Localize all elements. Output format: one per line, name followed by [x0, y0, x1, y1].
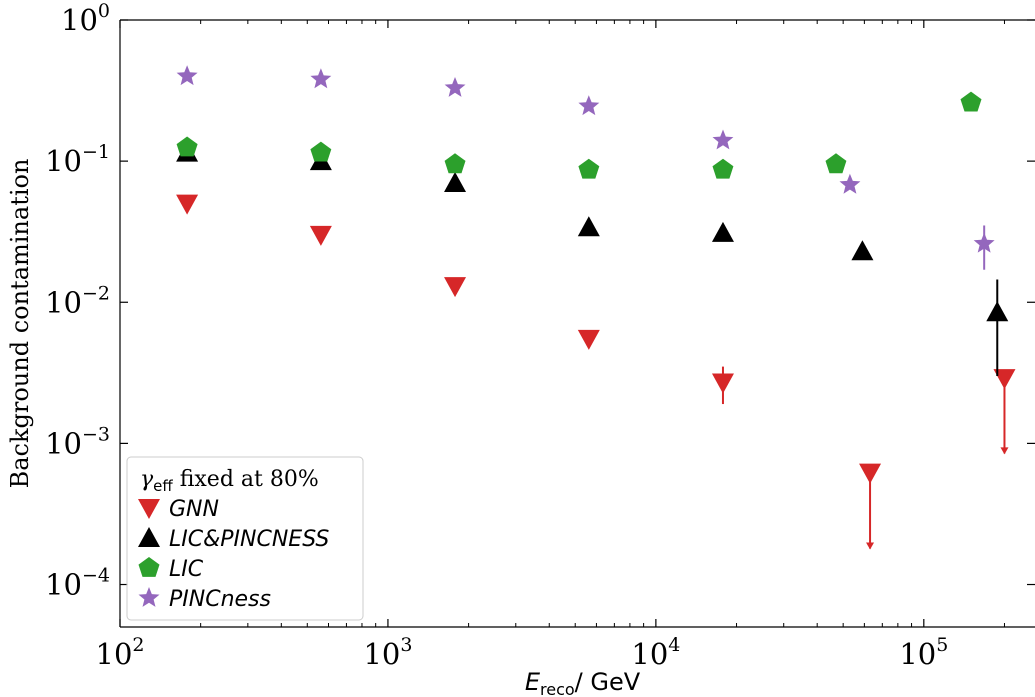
x-tick-label: 102: [96, 634, 145, 671]
legend-label: LIC&PINCNESS: [169, 527, 329, 552]
y-axis-label: Background contamination: [6, 159, 34, 489]
series-gnn: [176, 194, 1016, 550]
legend-label: GNN: [169, 497, 219, 522]
legend-marker: [138, 499, 160, 519]
data-point: [851, 240, 874, 261]
data-point: [859, 463, 882, 484]
data-point: [444, 277, 467, 298]
data-point: [577, 329, 600, 350]
data-point: [578, 158, 600, 179]
data-point: [176, 136, 198, 157]
data-point: [711, 373, 734, 394]
upper-limit-arrow: [1000, 447, 1009, 455]
data-point: [973, 232, 995, 253]
data-point: [444, 77, 466, 97]
data-point: [993, 369, 1016, 390]
x-axis-label: Ereco/ GeV: [525, 668, 641, 697]
data-point: [839, 173, 861, 194]
legend-label: PINCness: [169, 587, 271, 612]
data-point: [176, 194, 199, 215]
legend-marker: [138, 527, 160, 547]
data-point: [986, 301, 1009, 322]
plot-layer: 102 103 104 105 100 10−1 10−2 10−3 10−4 Backgroun…: [6, 0, 1035, 697]
data-point: [825, 153, 847, 174]
legend-marker: [138, 587, 160, 607]
legend-marker: [138, 557, 160, 577]
data-point: [711, 221, 734, 242]
x-tick-label: 103: [363, 634, 412, 671]
series-pincness: [176, 65, 995, 270]
legend: γeff fixed at 80%GNN LIC&PINCNESS LIC PINCn…: [126, 456, 364, 621]
y-tick-label: 10−4: [45, 565, 110, 602]
y-tick-label: 10−3: [45, 423, 110, 460]
y-tick-label: 10−2: [45, 282, 110, 319]
x-tick-label: 105: [899, 634, 948, 671]
data-point: [960, 91, 982, 112]
legend-label: LIC: [169, 557, 204, 582]
data-point: [310, 141, 332, 162]
y-tick-label: 10−1: [45, 141, 110, 178]
data-point: [712, 129, 734, 150]
data-point: [309, 225, 332, 246]
legend-frame: [126, 456, 364, 621]
data-point: [444, 171, 467, 192]
data-point: [310, 68, 332, 89]
legend-title: γeff fixed at 80%: [140, 467, 319, 495]
series-lic: [176, 91, 982, 179]
data-point: [578, 95, 600, 116]
data-point: [444, 153, 466, 174]
data-point: [577, 216, 600, 237]
y-tick-label: 100: [61, 0, 110, 37]
data-point: [712, 158, 734, 179]
data-point: [176, 65, 198, 86]
upper-limit-arrow: [866, 542, 875, 550]
x-tick-label: 104: [631, 634, 680, 671]
